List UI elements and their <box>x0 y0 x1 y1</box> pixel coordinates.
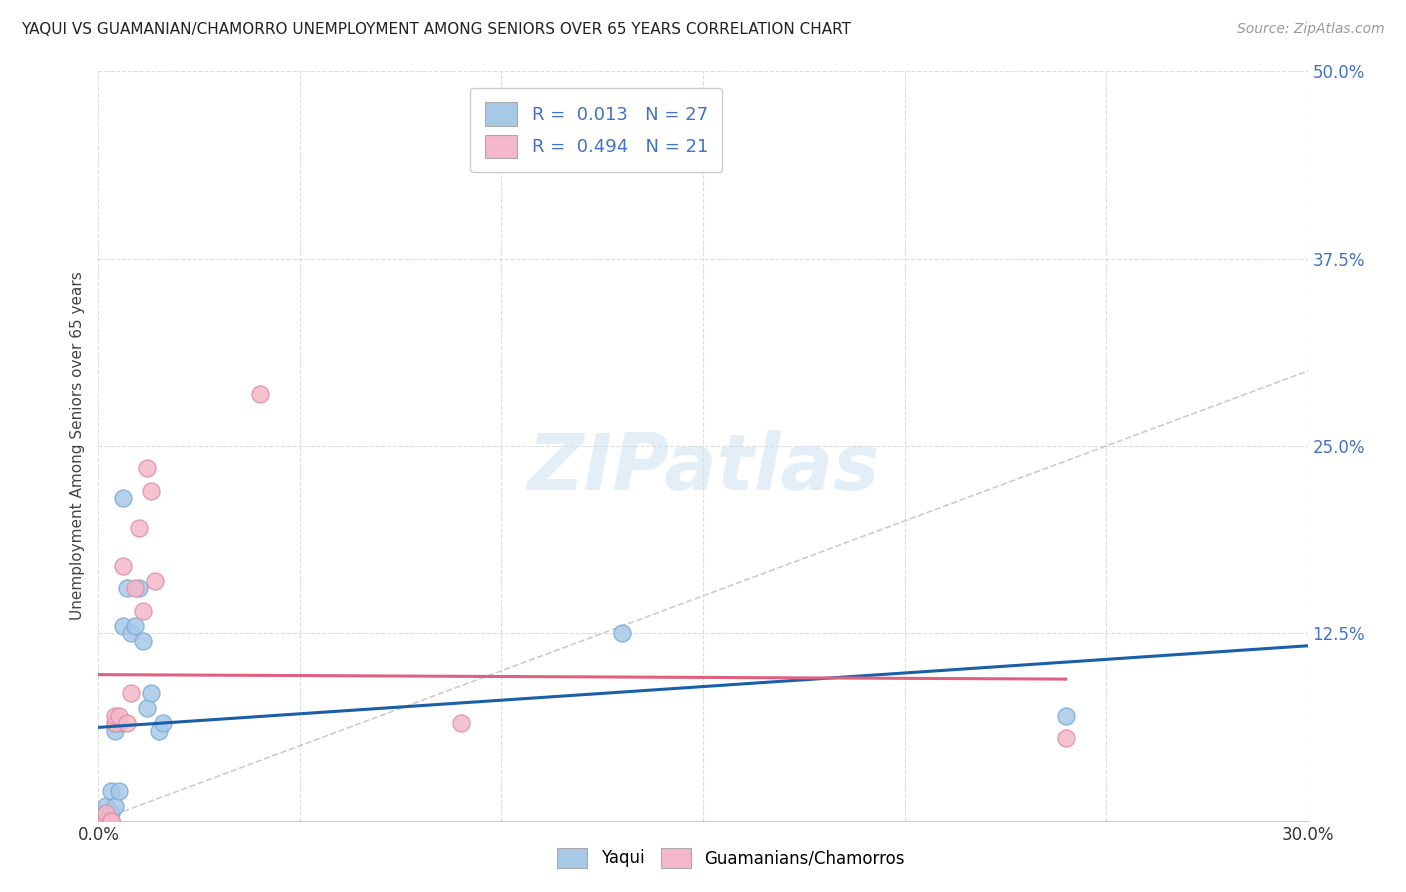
Point <box>124 619 146 633</box>
Point <box>100 814 122 828</box>
Point <box>612 626 634 640</box>
Point <box>103 716 125 731</box>
Legend: R =  0.013   N = 27, R =  0.494   N = 21: R = 0.013 N = 27, R = 0.494 N = 21 <box>470 88 723 172</box>
Point <box>91 814 114 828</box>
Point <box>128 582 150 596</box>
Point <box>91 814 114 828</box>
Point <box>96 806 118 821</box>
Text: YAQUI VS GUAMANIAN/CHAMORRO UNEMPLOYMENT AMONG SENIORS OVER 65 YEARS CORRELATION: YAQUI VS GUAMANIAN/CHAMORRO UNEMPLOYMENT… <box>21 22 851 37</box>
Point <box>87 814 110 828</box>
Point <box>450 716 472 731</box>
Point <box>103 716 125 731</box>
Point <box>100 806 122 821</box>
Point <box>120 626 142 640</box>
Point <box>111 491 134 506</box>
Point <box>96 806 118 821</box>
Legend: Yaqui, Guamanians/Chamorros: Yaqui, Guamanians/Chamorros <box>551 841 911 875</box>
Point <box>1054 731 1077 746</box>
Point <box>124 582 146 596</box>
Point <box>128 521 150 535</box>
Point <box>96 798 118 813</box>
Point <box>139 483 162 498</box>
Point <box>100 783 122 797</box>
Point <box>115 716 138 731</box>
Point <box>87 814 110 828</box>
Point <box>1054 708 1077 723</box>
Point <box>148 723 170 738</box>
Point <box>107 708 129 723</box>
Point <box>103 723 125 738</box>
Point <box>152 716 174 731</box>
Point <box>96 814 118 828</box>
Text: ZIPatlas: ZIPatlas <box>527 431 879 507</box>
Point <box>100 814 122 828</box>
Point <box>107 783 129 797</box>
Point <box>135 701 157 715</box>
Point <box>103 798 125 813</box>
Point <box>249 386 271 401</box>
Point <box>132 604 155 618</box>
Point <box>111 619 134 633</box>
Point <box>91 806 114 821</box>
Point <box>96 814 118 828</box>
Point <box>100 814 122 828</box>
Point <box>120 686 142 700</box>
Point <box>143 574 166 588</box>
Point <box>111 558 134 573</box>
Point <box>135 461 157 475</box>
Point <box>115 582 138 596</box>
Point <box>107 716 129 731</box>
Point <box>139 686 162 700</box>
Y-axis label: Unemployment Among Seniors over 65 years: Unemployment Among Seniors over 65 years <box>70 272 86 620</box>
Point <box>103 708 125 723</box>
Point <box>132 633 155 648</box>
Text: Source: ZipAtlas.com: Source: ZipAtlas.com <box>1237 22 1385 37</box>
